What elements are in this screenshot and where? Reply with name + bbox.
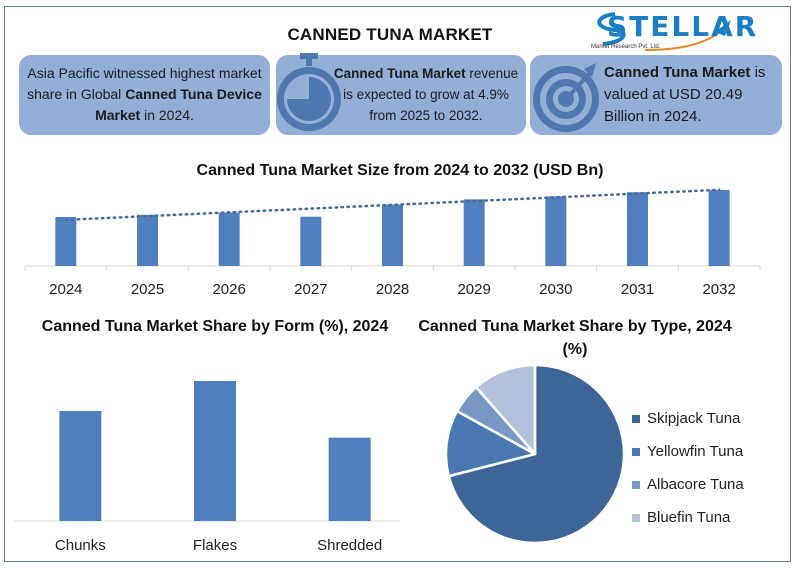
card-text-part: in 2024. <box>140 107 194 123</box>
legend-swatch <box>632 513 640 522</box>
card-text: Canned Tuna Market revenue is expected t… <box>332 63 520 126</box>
legend-swatch <box>632 414 640 423</box>
logo-text: STELLAR <box>607 10 759 43</box>
type-share-chart-title: Canned Tuna Market Share by Type, 2024 (… <box>418 318 732 358</box>
stellar-logo: STELLAR Market Research Pvt. Ltd. <box>585 6 756 54</box>
target-icon <box>533 63 599 132</box>
card-text-part: is valued at USD 20.49 Billion in 2024. <box>604 64 766 125</box>
legend-label: Albacore Tuna <box>647 476 744 493</box>
card-text-bold: Canned Tuna Device Market <box>95 86 262 123</box>
card-text: Asia Pacific witnessed highest market sh… <box>27 63 262 126</box>
logo-subtitle: Market Research Pvt. Ltd. <box>591 44 661 50</box>
market-size-chart-title: Canned Tuna Market Size from 2024 to 203… <box>196 162 604 179</box>
card-text: Canned Tuna Market is valued at USD 20.4… <box>604 62 768 128</box>
legend-label: Skipjack Tuna <box>647 410 741 427</box>
legend-swatch <box>632 480 640 489</box>
legend-item: Skipjack Tuna <box>632 402 744 435</box>
card-text-part: Asia Pacific witnessed highest market sh… <box>27 65 262 102</box>
card-text-part: revenue is expected to grow at 4.9% from… <box>343 66 519 123</box>
logo-swoosh-icon <box>597 12 731 51</box>
info-card-growth: Canned Tuna Market revenue is expected t… <box>276 53 526 135</box>
page-title: CANNED TUNA MARKET <box>287 25 493 44</box>
info-card-value: Canned Tuna Market is valued at USD 20.4… <box>530 55 782 135</box>
legend-item: Bluefin Tuna <box>632 501 744 534</box>
card-text-bold: Canned Tuna Market <box>604 64 751 81</box>
form-share-chart-title: Canned Tuna Market Share by Form (%), 20… <box>41 318 389 335</box>
info-card-region: Asia Pacific witnessed highest market sh… <box>19 55 270 135</box>
stopwatch-icon <box>277 53 341 131</box>
infographic-frame <box>4 6 791 562</box>
card-text-bold: Canned Tuna Market <box>333 66 466 81</box>
legend-swatch <box>632 447 640 456</box>
legend-label: Bluefin Tuna <box>647 509 731 526</box>
pie-legend: Skipjack Tuna Yellowfin Tuna Albacore Tu… <box>632 402 744 534</box>
legend-label: Yellowfin Tuna <box>647 443 744 460</box>
legend-item: Yellowfin Tuna <box>632 435 744 468</box>
legend-item: Albacore Tuna <box>632 468 744 501</box>
